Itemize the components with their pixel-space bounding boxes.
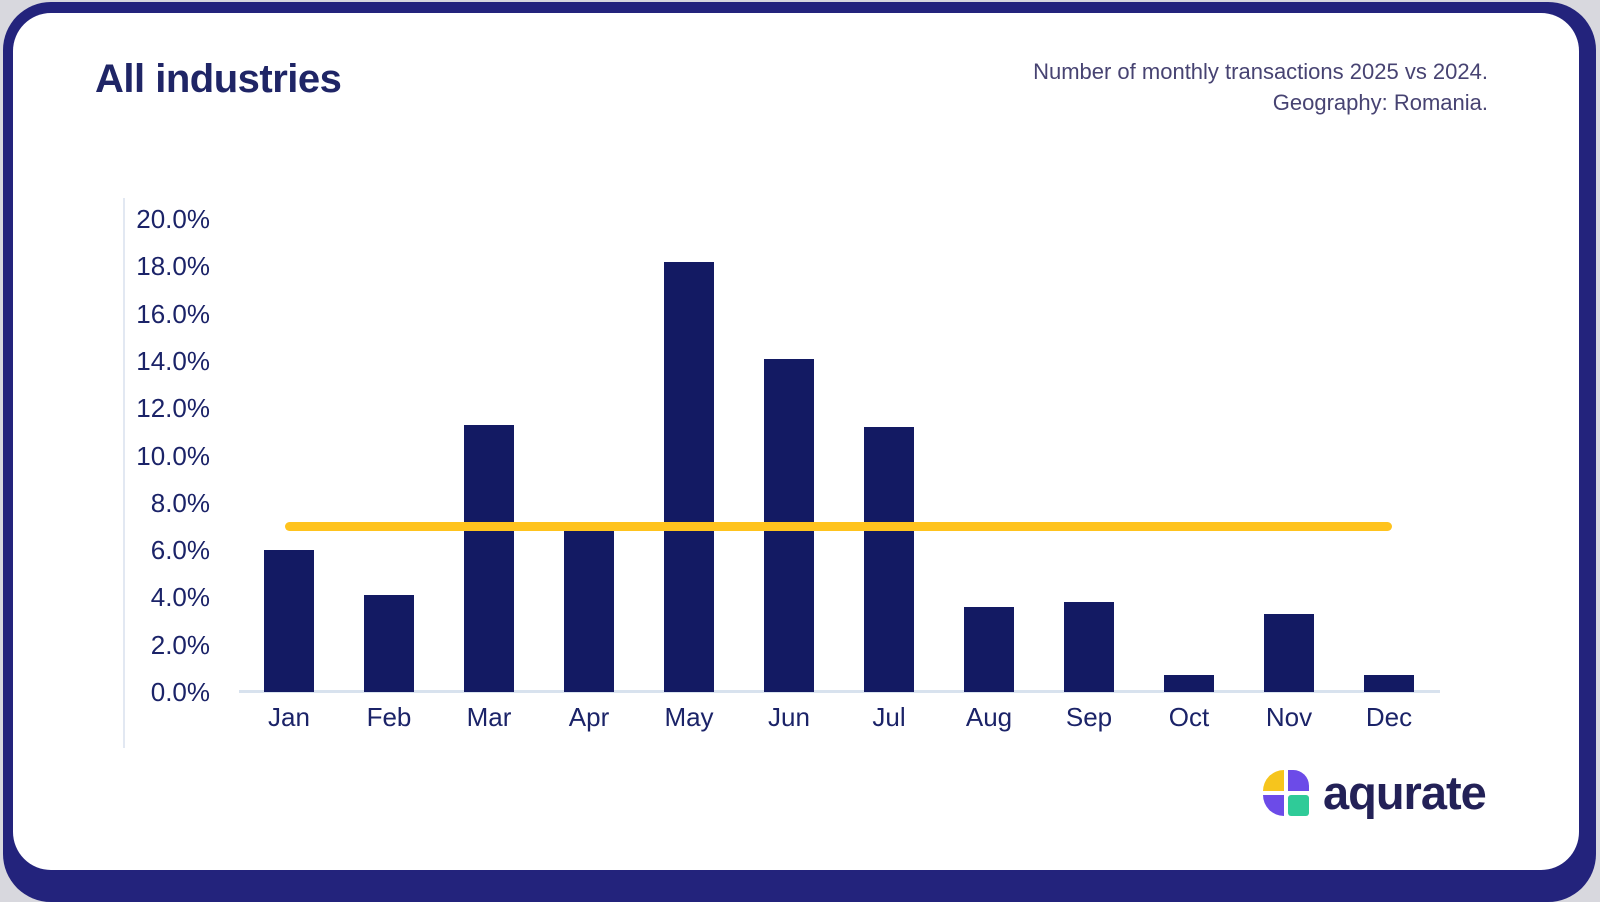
chart: 20.0% 18.0% 16.0% 14.0% 12.0% 10.0% 8.0% 6.0% 4.… — [13, 13, 1579, 870]
logo-icon-quadrant-bottom-right — [1288, 795, 1309, 816]
y-axis-tick-label: 14.0% — [136, 345, 210, 376]
plot-left-border — [123, 198, 125, 748]
subtitle-line-1: Number of monthly transactions 2025 vs 2… — [1033, 59, 1488, 84]
subtitle-line-2: Geography: Romania. — [1272, 90, 1488, 115]
logo-text: aqurate — [1323, 766, 1487, 819]
bar-aug — [964, 606, 1014, 692]
bar-feb — [364, 595, 414, 692]
x-axis-label-nov: Nov — [1265, 702, 1313, 732]
y-axis-tick-label: 10.0% — [136, 440, 210, 471]
x-axis-label-sep: Sep — [1065, 702, 1113, 732]
bar-sep — [1064, 602, 1114, 692]
y-axis-tick-label: 16.0% — [136, 298, 210, 329]
x-axis-label-jul: Jul — [872, 702, 906, 732]
x-axis-label-apr: Apr — [568, 702, 610, 732]
report-card: All industries Number of monthly transac… — [13, 13, 1579, 870]
x-axis-label-jan: Jan — [268, 702, 310, 732]
bar-may — [664, 261, 714, 692]
bar-jan — [264, 550, 314, 692]
x-axis-label-oct: Oct — [1168, 702, 1210, 732]
bar-oct — [1164, 675, 1214, 692]
x-axis-label-may: May — [664, 702, 714, 732]
x-axis-label-mar: Mar — [466, 702, 512, 732]
y-axis-tick-label: 8.0% — [150, 487, 210, 518]
bar-nov — [1264, 613, 1314, 692]
y-axis-tick-label: 18.0% — [136, 251, 210, 282]
x-axis-label-aug: Aug — [965, 702, 1013, 732]
logo-icon-quadrant-top-right — [1288, 770, 1309, 791]
bar-dec — [1364, 675, 1414, 692]
chart-subtitle: Number of monthly transactions 2025 vs 2… — [1033, 56, 1488, 118]
bar-apr — [564, 531, 614, 692]
x-axis-line — [239, 690, 1440, 693]
y-axis-tick-label: 20.0% — [136, 204, 210, 234]
x-axis-label-jun: Jun — [768, 702, 810, 732]
page-title: All industries — [95, 57, 342, 101]
x-axis-label-feb: Feb — [366, 702, 412, 732]
logo: aqurate — [1263, 766, 1487, 819]
logo-icon — [1263, 770, 1309, 816]
y-axis-tick-label: 0.0% — [150, 677, 210, 707]
y-axis-tick-label: 6.0% — [150, 535, 210, 566]
y-axis-tick-label: 2.0% — [150, 629, 210, 660]
x-axis-label-dec: Dec — [1365, 702, 1413, 732]
logo-icon-quadrant-bottom-left — [1263, 795, 1284, 816]
bar-jul — [864, 427, 914, 692]
bar-mar — [464, 424, 514, 692]
reference-line-2024 — [285, 521, 1392, 531]
y-axis-tick-label: 4.0% — [150, 582, 210, 613]
y-axis-tick-label: 12.0% — [136, 393, 210, 424]
logo-icon-quadrant-top-left — [1263, 770, 1284, 791]
